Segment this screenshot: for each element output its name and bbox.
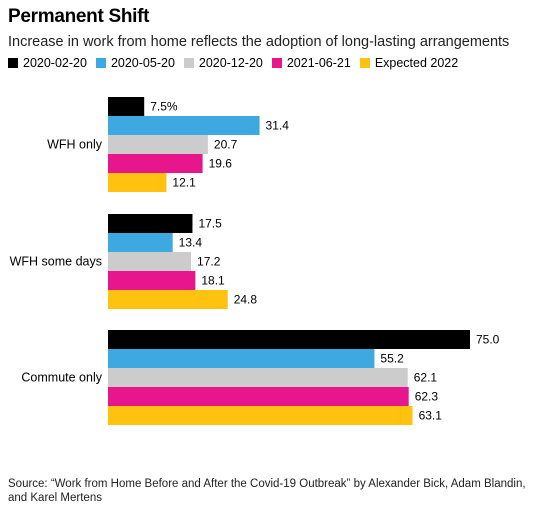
legend: 2020-02-20 2020-05-20 2020-12-20 2021-06-21… xyxy=(8,56,467,70)
bar-chart: WFH only 7.5% 31.4 20.7 19.6 12.1 WFH some day… xyxy=(10,97,500,425)
category-label: WFH some days xyxy=(10,255,102,269)
bar-value-label: 62.3 xyxy=(415,390,439,404)
legend-label: 2021-06-21 xyxy=(286,56,351,70)
bar-value-label: 20.7 xyxy=(214,138,238,152)
legend-label: 2020-05-20 xyxy=(110,56,175,70)
bar-value-label: 19.6 xyxy=(209,157,233,171)
legend-label: 2020-02-20 xyxy=(23,56,87,70)
bar xyxy=(108,368,408,387)
legend-item: 2020-12-20 xyxy=(183,56,263,70)
legend-swatch xyxy=(183,58,194,68)
bar xyxy=(108,173,167,192)
legend-swatch xyxy=(8,58,18,68)
legend-item: 2021-06-21 xyxy=(271,56,351,70)
bar xyxy=(108,214,193,233)
bar-value-label: 17.2 xyxy=(197,255,221,269)
bar-value-label: 17.5 xyxy=(198,217,222,231)
bar-value-label: 62.1 xyxy=(414,371,438,385)
legend-swatch xyxy=(271,58,282,68)
chart-subtitle: Increase in work from home reflects the … xyxy=(8,34,510,50)
bar xyxy=(108,154,203,173)
bar xyxy=(108,116,260,135)
bar xyxy=(108,330,470,349)
bar xyxy=(108,233,173,252)
bar-value-label: 75.0 xyxy=(476,333,500,347)
bar-value-label: 12.1 xyxy=(172,176,196,190)
bar-value-label: 31.4 xyxy=(266,119,290,133)
legend-label: Expected 2022 xyxy=(374,56,459,70)
bar xyxy=(108,252,192,271)
legend-label: 2020-12-20 xyxy=(198,56,263,70)
bar-value-label: 24.8 xyxy=(234,293,258,307)
category-label: Commute only xyxy=(21,371,102,385)
legend-item: 2020-05-20 xyxy=(95,56,175,70)
bar-value-label: 7.5% xyxy=(150,100,178,114)
bar-value-label: 55.2 xyxy=(380,352,404,366)
bar xyxy=(108,290,228,309)
bar xyxy=(108,135,208,154)
bar-value-label: 13.4 xyxy=(179,236,203,250)
bar xyxy=(108,387,409,406)
category-label: WFH only xyxy=(47,138,103,152)
bar xyxy=(108,271,196,290)
bar-value-label: 63.1 xyxy=(419,409,443,423)
chart-title: Permanent Shift xyxy=(8,6,150,27)
bar-value-label: 18.1 xyxy=(201,274,225,288)
legend-swatch xyxy=(359,58,370,68)
legend-item: 2020-02-20 xyxy=(8,56,87,70)
bar xyxy=(108,406,413,425)
source-note: Source: “Work from Home Before and After… xyxy=(8,478,526,504)
legend-item: Expected 2022 xyxy=(359,56,459,70)
bar xyxy=(108,97,145,116)
legend-swatch xyxy=(95,58,106,68)
bar xyxy=(108,349,375,368)
